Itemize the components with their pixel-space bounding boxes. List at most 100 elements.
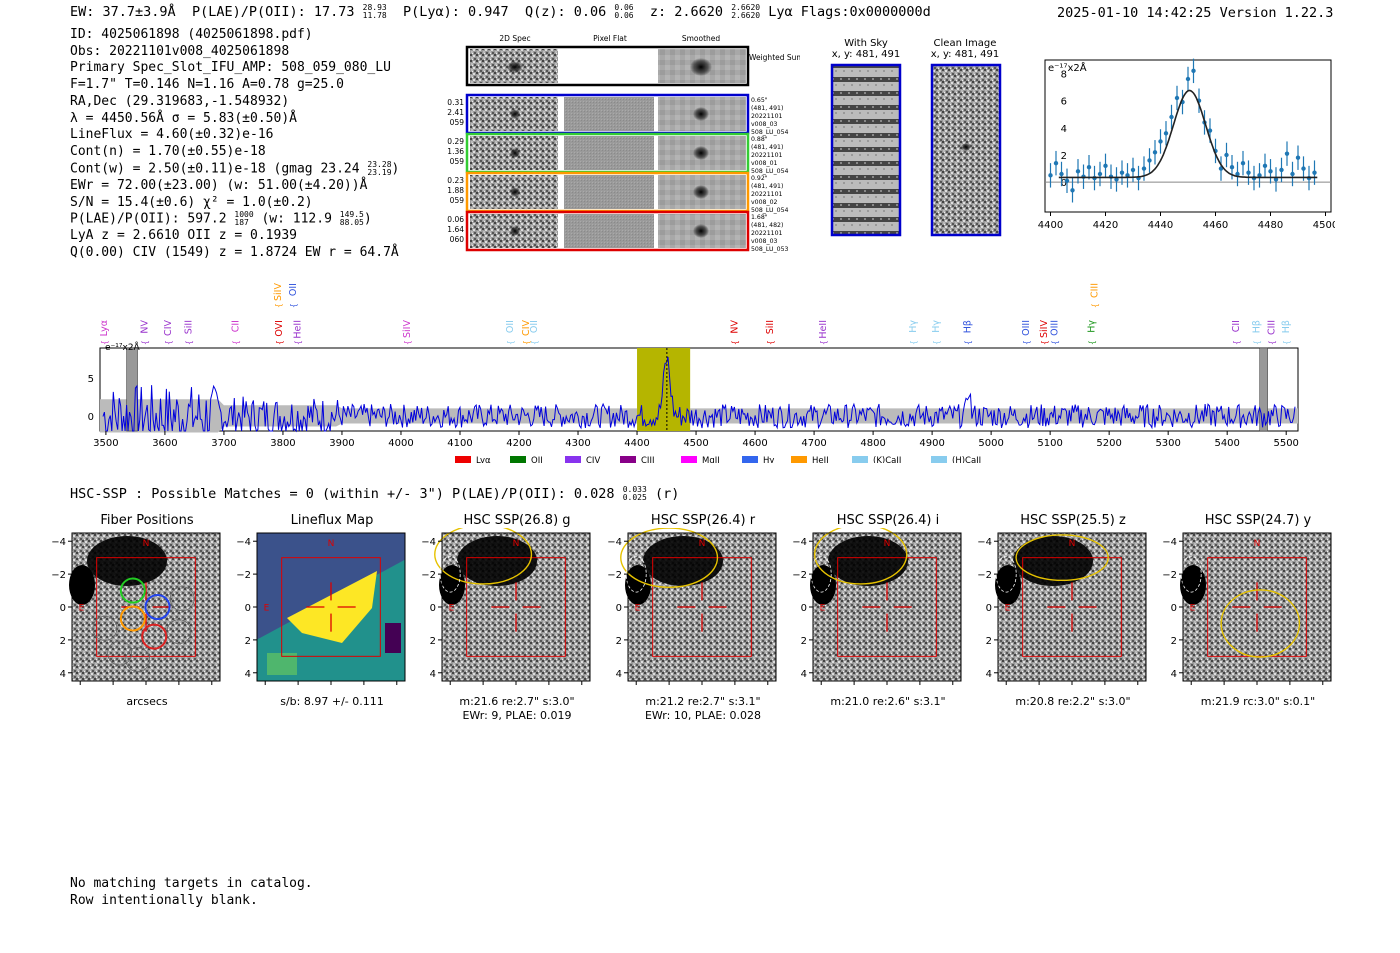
fit-point-39 xyxy=(1262,163,1268,169)
spec-line-label-27: Hβ xyxy=(1281,320,1292,333)
hsc-panel-title-6: HSC SSP(24.7) y xyxy=(1204,513,1312,528)
fit-point-10 xyxy=(1103,163,1108,169)
cutout-source-2 xyxy=(510,187,520,197)
spec-line-brace-18: { xyxy=(964,340,973,345)
spec-xtick-label-18: 5300 xyxy=(1155,438,1180,449)
cutout-right-1-1: (481, 491) xyxy=(751,144,783,151)
hsc-ytick-label-6-1: 2 xyxy=(1171,636,1177,647)
north-label-6: N xyxy=(1254,539,1261,549)
cutout-left-2-1: 1.88 xyxy=(447,186,464,195)
fiber-circle-0 xyxy=(119,577,146,604)
spec-line-brace-1: { xyxy=(140,340,149,345)
hsc-ellipse-4 xyxy=(813,528,908,585)
cutout-right-0-1: (481, 491) xyxy=(751,105,783,112)
spec-line-label-22: CIII xyxy=(1089,283,1100,298)
hsc-left-source-5 xyxy=(995,565,1021,605)
spec-legend-label-8: (H)CaII xyxy=(952,456,981,463)
hsc-ytick-label-3-4: −4 xyxy=(608,537,622,548)
hsc-bright-source-2 xyxy=(457,536,537,586)
fit-ytick-label-2: 4 xyxy=(1061,124,1067,135)
cutout-right-1-2: 20221101 xyxy=(751,152,783,159)
info-obs: Obs: 20221101v008_4025061898 xyxy=(70,43,290,59)
east-label-6: E xyxy=(1190,603,1196,613)
hsc-ytick-label-0-2: 0 xyxy=(60,603,66,614)
spec-line-brace-20: { xyxy=(1040,340,1049,345)
spec-line-label-8: HeII xyxy=(293,320,304,339)
fit-point-23 xyxy=(1174,95,1180,101)
fit-point-22 xyxy=(1169,114,1174,120)
plae2-w-lo: 88.05 xyxy=(339,218,364,228)
aperture-box-5 xyxy=(1022,557,1122,657)
spec-xtick-label-8: 4300 xyxy=(565,438,590,449)
clean-title: Clean Image x, y: 481, 491 xyxy=(928,38,1002,60)
east-label-1: E xyxy=(264,603,270,613)
fit-point-32 xyxy=(1224,152,1229,158)
spec-line-brace-8: { xyxy=(294,340,303,345)
col-header-flat: Pixel Flat xyxy=(593,34,627,43)
fit-curve xyxy=(1058,89,1318,179)
hsc-lo: 0.025 xyxy=(622,493,647,502)
fit-point-46 xyxy=(1301,166,1306,171)
z-lo: 2.6620 xyxy=(731,11,761,20)
hsc-panel-title-2: HSC SSP(26.8) g xyxy=(463,513,571,528)
spec-xtick-label-7: 4200 xyxy=(506,438,531,449)
qz-lo: 0.06 xyxy=(614,11,634,20)
datetime: 2025-01-10 14:42:25 xyxy=(1057,5,1212,21)
spec-legend-label-6: HeII xyxy=(812,456,829,463)
hsc-left-source-2 xyxy=(439,565,465,605)
spec-line-brace-16: { xyxy=(909,340,918,345)
spec-xtick-label-3: 3800 xyxy=(270,438,295,449)
hsc-left-source-4 xyxy=(810,565,836,605)
spec-line-label-14: SiII xyxy=(765,320,776,334)
cutout-left-1-1: 1.36 xyxy=(447,147,464,156)
spec-highlight xyxy=(637,348,691,431)
fiber-circle-1 xyxy=(144,594,171,620)
fit-point-1 xyxy=(1053,160,1059,166)
hsc-panel-title-5: HSC SSP(25.5) z xyxy=(1020,513,1126,528)
spec-line-brace-2: { xyxy=(164,340,173,345)
cutout-right-0-2: 20221101 xyxy=(751,113,783,120)
hsc-ytick-label-0-0: 4 xyxy=(60,669,66,680)
with-sky-image xyxy=(830,63,902,237)
fit-point-9 xyxy=(1097,171,1103,177)
cutout-left-0-2: 059 xyxy=(450,118,465,127)
hsc-ytick-label-0-4: −4 xyxy=(52,537,66,548)
hsc-ytick-label-5-1: 2 xyxy=(986,636,992,647)
hsc-dash-ellipse-4 xyxy=(810,555,832,593)
fiber-gray-0 xyxy=(92,615,118,641)
plya-value: P(Lyα): 0.947 xyxy=(403,4,509,20)
qz-hi: 0.06 xyxy=(614,3,634,12)
spec-legend-swatch-5 xyxy=(742,456,758,463)
spec-xtick-label-6: 4100 xyxy=(447,438,472,449)
fit-xtick-label-0: 4400 xyxy=(1038,220,1063,231)
fit-point-21 xyxy=(1163,131,1169,136)
spec-line-brace-14: { xyxy=(766,340,775,345)
hsc-ytick-label-6-3: −2 xyxy=(1163,570,1177,581)
spec-xtick-label-19: 5400 xyxy=(1214,438,1239,449)
spec-line-label-13: NV xyxy=(729,320,740,334)
hsc-bright-source-3 xyxy=(643,536,723,586)
spec-legend-swatch-7 xyxy=(852,456,868,463)
hsc-ytick-label-1-3: −2 xyxy=(237,570,251,581)
col-header-2d: 2D Spec xyxy=(499,34,530,43)
hsc-ellipse-6 xyxy=(1220,589,1301,658)
fit-xtick-label-4: 4480 xyxy=(1258,220,1283,231)
col-header-smoothed: Smoothed xyxy=(682,34,721,43)
fit-point-4 xyxy=(1070,188,1075,193)
spec-legend-label-2: CIV xyxy=(586,456,600,463)
fit-ylabel: e⁻¹⁷x2Å xyxy=(1048,61,1087,74)
hsc-panel-6: NE−44−22002−24−4 xyxy=(1163,532,1332,685)
lineflux-low-right xyxy=(385,623,401,653)
hsc-caption2-2: EWr: 9, PLAE: 0.019 xyxy=(462,709,572,722)
spec-line-brace-9: { xyxy=(403,340,412,345)
fit-ytick-label-3: 6 xyxy=(1061,97,1067,108)
hsc-dash-ellipse-6 xyxy=(1180,555,1202,593)
cutout-left-3-2: 060 xyxy=(450,235,465,244)
fit-point-43 xyxy=(1284,151,1290,156)
spec-line-label-15: HeII xyxy=(818,320,829,339)
cutout-smoothed-source-0 xyxy=(693,107,709,121)
fit-point-14 xyxy=(1125,173,1130,178)
z-value: z: 2.6620 xyxy=(649,4,724,20)
fit-point-26 xyxy=(1191,68,1196,74)
cutout-left-2-2: 059 xyxy=(450,196,465,205)
